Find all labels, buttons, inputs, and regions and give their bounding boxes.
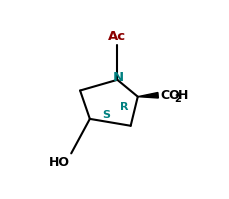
Text: R: R xyxy=(120,102,129,112)
Polygon shape xyxy=(138,93,158,98)
Text: 2: 2 xyxy=(174,94,181,104)
Text: H: H xyxy=(178,89,188,102)
Text: N: N xyxy=(113,71,124,84)
Text: Ac: Ac xyxy=(108,30,126,43)
Text: HO: HO xyxy=(49,156,69,169)
Text: CO: CO xyxy=(161,89,180,102)
Text: S: S xyxy=(103,110,111,120)
